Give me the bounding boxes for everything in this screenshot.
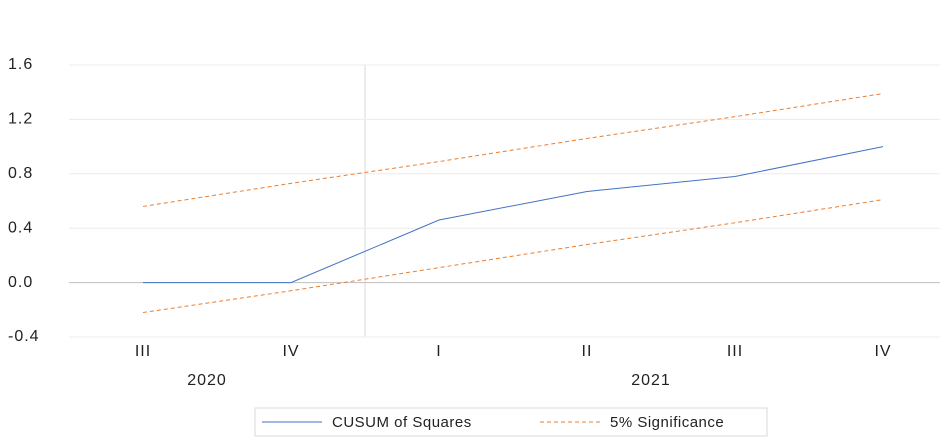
x-tick-label: III bbox=[135, 343, 151, 360]
x-tick-label: II bbox=[582, 343, 593, 360]
group-label: 2020 bbox=[187, 372, 227, 389]
y-tick-label: -0.4 bbox=[8, 328, 40, 345]
chart: -0.40.00.40.81.21.620202021IIIIVIIIIIIIV… bbox=[0, 0, 948, 437]
x-tick-label: IV bbox=[874, 343, 891, 360]
y-tick-label: 1.2 bbox=[8, 111, 33, 128]
y-tick-label: 0.0 bbox=[8, 274, 33, 291]
legend-label: 5% Significance bbox=[610, 414, 724, 431]
y-tick-label: 0.4 bbox=[8, 219, 33, 236]
y-tick-label: 1.6 bbox=[8, 56, 33, 73]
x-tick-label: I bbox=[436, 343, 441, 360]
series-line bbox=[143, 147, 883, 283]
x-tick-label: III bbox=[727, 343, 743, 360]
group-label: 2021 bbox=[631, 372, 671, 389]
y-tick-label: 0.8 bbox=[8, 165, 33, 182]
legend-label: CUSUM of Squares bbox=[332, 414, 472, 431]
series-line-lower bbox=[143, 200, 883, 313]
series-line bbox=[143, 94, 883, 207]
x-tick-label: IV bbox=[282, 343, 299, 360]
